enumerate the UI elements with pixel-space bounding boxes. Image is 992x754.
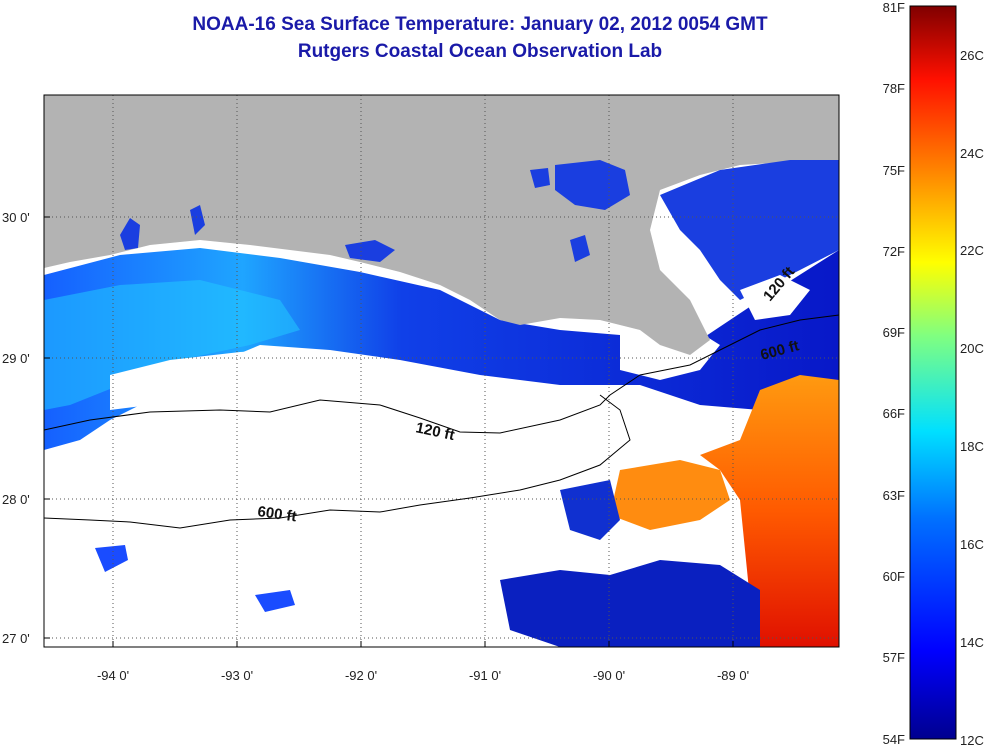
- cbar-f-label: 69F: [883, 325, 905, 340]
- warm-water-patch: [610, 460, 730, 530]
- cbar-c-label: 16C: [960, 537, 984, 552]
- lon-label: -93 0': [221, 668, 253, 683]
- cbar-f-label: 66F: [883, 406, 905, 421]
- eastern-sound: [660, 160, 839, 300]
- cbar-f-label: 63F: [883, 488, 905, 503]
- inland-lake: [345, 240, 395, 262]
- cbar-f-label: 81F: [883, 0, 905, 15]
- cloud-patch: [740, 275, 810, 320]
- lon-label: -91 0': [469, 668, 501, 683]
- cbar-f-label: 54F: [883, 732, 905, 747]
- cbar-c-label: 24C: [960, 146, 984, 161]
- cbar-f-label: 57F: [883, 650, 905, 665]
- cbar-c-label: 14C: [960, 635, 984, 650]
- inland-lake: [190, 205, 205, 235]
- map-title: NOAA-16 Sea Surface Temperature: January…: [192, 14, 768, 35]
- lon-label: -92 0': [345, 668, 377, 683]
- cbar-c-label: 26C: [960, 48, 984, 63]
- lat-label: 30 0': [2, 210, 30, 225]
- map-subtitle: Rutgers Coastal Ocean Observation Lab: [297, 41, 663, 62]
- land-mass: [44, 95, 839, 355]
- lat-label: 29 0': [2, 351, 30, 366]
- lat-label: 27 0': [2, 631, 30, 646]
- cool-patch-south: [255, 590, 295, 612]
- cbar-c-label: 12C: [960, 733, 984, 748]
- cbar-f-label: 72F: [883, 244, 905, 259]
- cbar-c-label: 22C: [960, 243, 984, 258]
- lon-label: -94 0': [97, 668, 129, 683]
- cool-patch-south: [500, 560, 760, 647]
- map-frame: [43, 94, 840, 648]
- axis-ticks: [44, 216, 734, 647]
- cbar-c-label: 18C: [960, 439, 984, 454]
- cloud-patch: [110, 350, 280, 410]
- mixed-water: [560, 480, 620, 540]
- contour-lines: [43, 314, 840, 529]
- contour-label-600ft: 600 ft: [256, 503, 297, 525]
- lon-label: -90 0': [593, 668, 625, 683]
- cbar-c-label: 20C: [960, 341, 984, 356]
- cbar-f-label: 75F: [883, 163, 905, 178]
- colorbar-f-labels: 81F 78F 75F 72F 69F 66F 63F 60F 57F 54F: [883, 0, 905, 747]
- grid-lines: [44, 95, 839, 647]
- contour-120ft: [43, 314, 840, 434]
- contour-600ft: [43, 394, 631, 529]
- warm-water: [700, 375, 839, 647]
- cool-patch-south: [95, 545, 128, 572]
- inland-lake: [570, 235, 590, 262]
- inland-lake: [120, 218, 140, 250]
- cbar-f-label: 78F: [883, 81, 905, 96]
- water-band-cyan: [44, 280, 300, 410]
- lat-label: 28 0': [2, 492, 30, 507]
- lon-label: -89 0': [717, 668, 749, 683]
- colorbar-c-labels: 26C 24C 22C 20C 18C 16C 14C 12C: [960, 48, 984, 748]
- colorbar-gradient: [909, 5, 957, 740]
- inland-lake: [555, 160, 630, 210]
- inland-lake: [530, 168, 550, 188]
- cbar-f-label: 60F: [883, 569, 905, 584]
